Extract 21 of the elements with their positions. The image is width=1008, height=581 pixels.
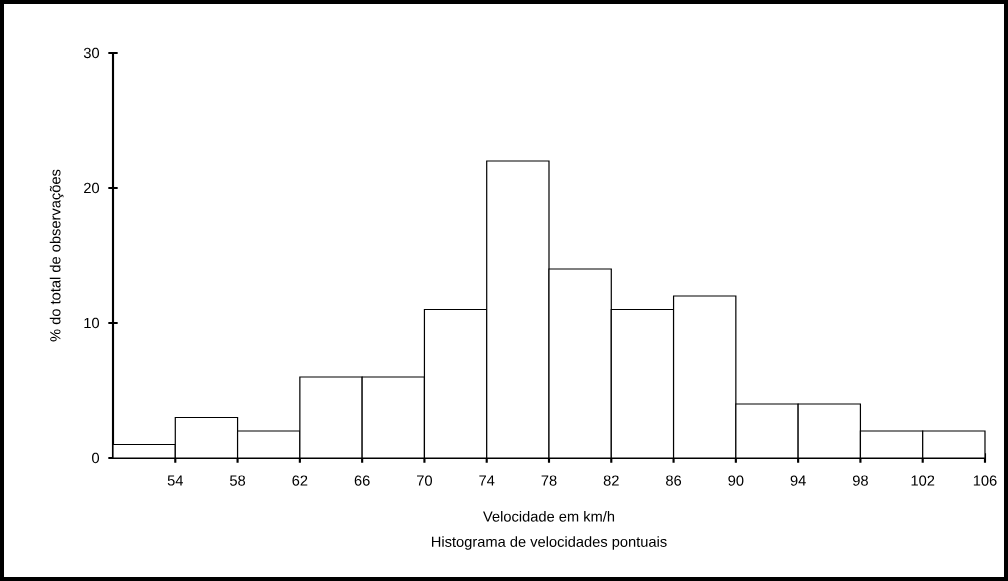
- x-tick-label: 62: [292, 475, 308, 486]
- x-tick-label: 86: [666, 475, 682, 486]
- x-tick-label: 82: [603, 475, 619, 486]
- x-tick-label: 74: [479, 475, 495, 486]
- y-axis-title: % do total de observações: [49, 169, 64, 342]
- text: Histograma de velocidades pontuais: [432, 536, 667, 550]
- y-tick-label: 30: [83, 47, 100, 59]
- x-tick-label: 54: [167, 475, 183, 486]
- x-axis-title: Velocidade em km/h: [483, 510, 615, 522]
- x-tick-label: 70: [417, 475, 432, 486]
- x-tick-label: 58: [230, 475, 246, 486]
- y-tick-label: 10: [84, 317, 100, 329]
- x-tick-label: 90: [728, 475, 744, 486]
- x-tick-label: 94: [790, 475, 806, 486]
- x-tick-label: 102: [911, 475, 935, 486]
- y-tick-label: 0: [92, 452, 100, 464]
- y-tick-label: 20: [84, 182, 100, 194]
- x-tick-label: 106: [973, 475, 997, 486]
- x-tick-label: 66: [354, 475, 370, 486]
- x-tick-label: 78: [541, 475, 557, 486]
- x-tick-label: 98: [852, 475, 868, 486]
